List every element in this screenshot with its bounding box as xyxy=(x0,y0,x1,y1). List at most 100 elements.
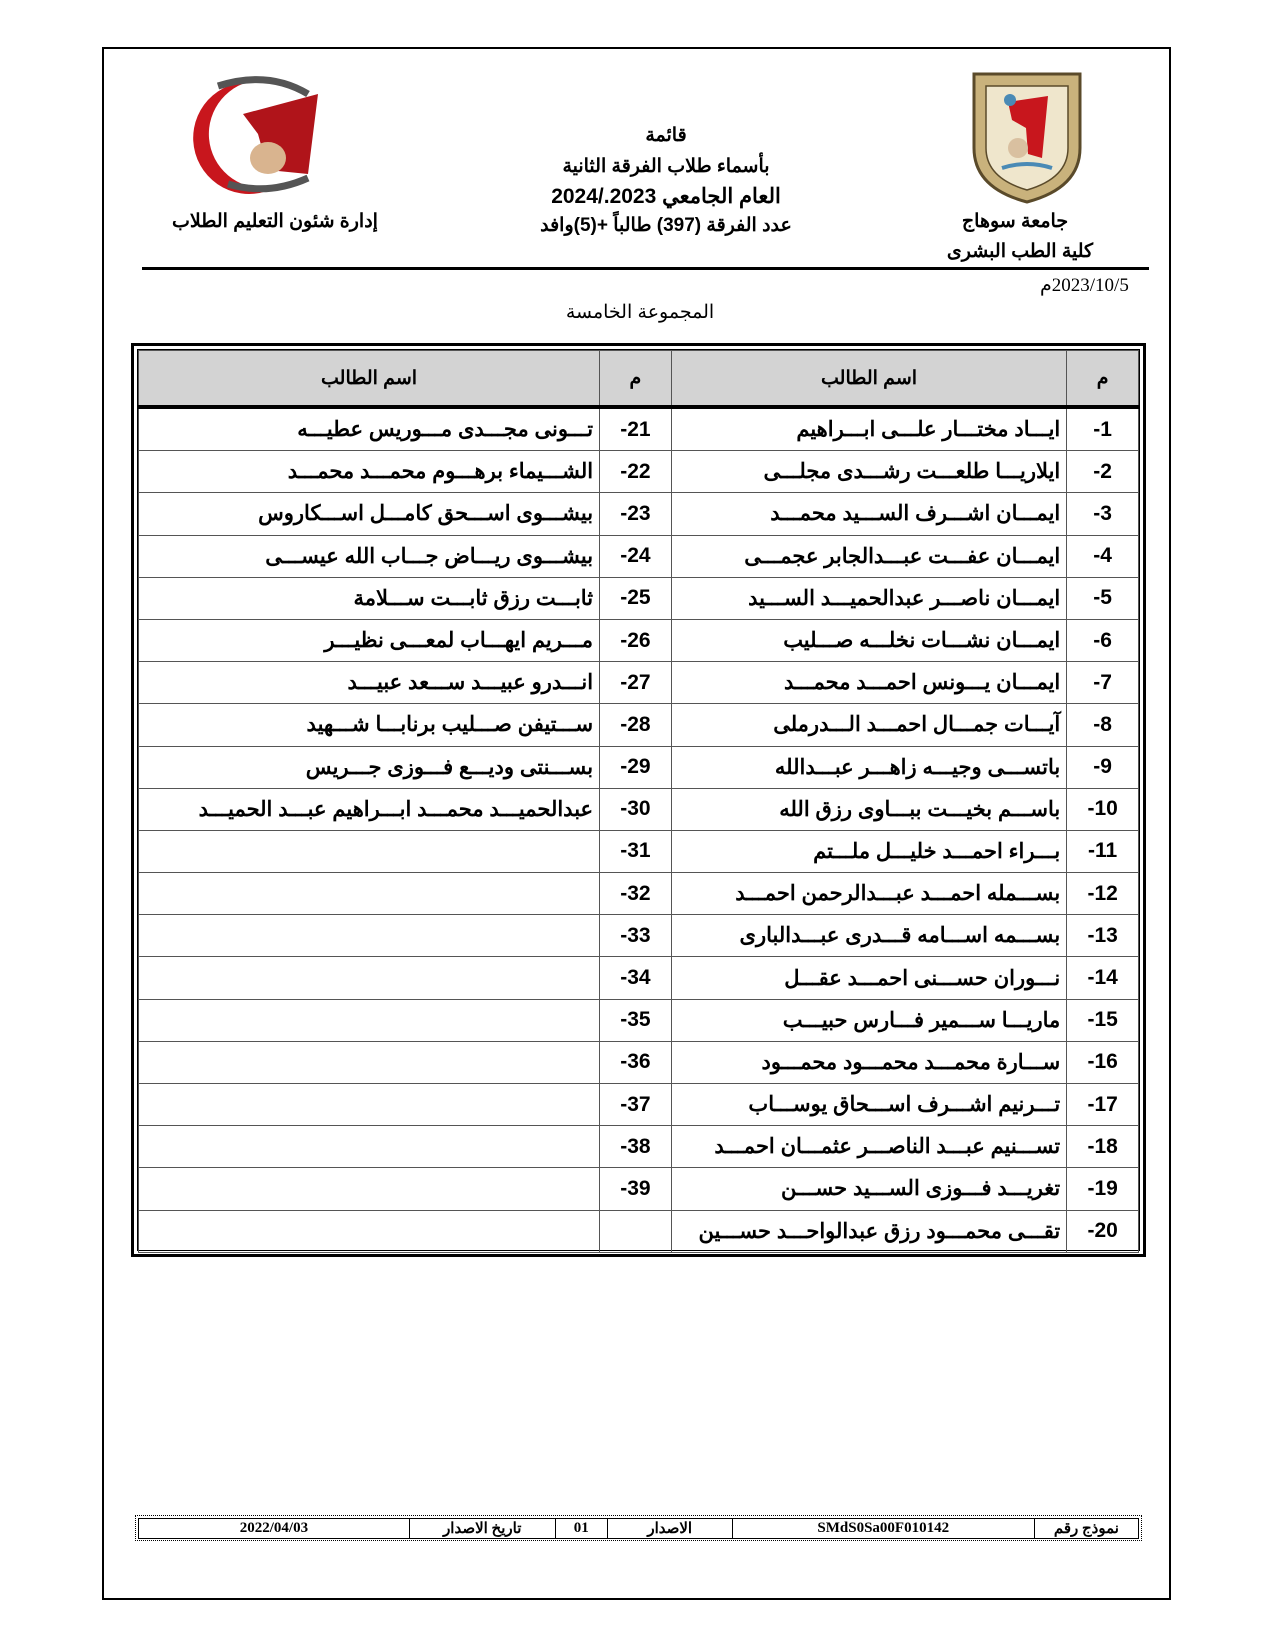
student-name xyxy=(137,998,601,1042)
student-name: مـــريم ايهـــاب لمعـــى نظيـــر xyxy=(137,618,601,663)
faculty-name: كلية الطب البشرى xyxy=(946,241,1094,262)
table-row: بيشـــوى ريـــاض جـــاب الله عيســـى -24 ا… xyxy=(137,534,1139,578)
table-row: -36 ســـارة محمـــد محمـــود محمـــود -16 xyxy=(137,1040,1139,1085)
row-number: -15 xyxy=(1066,998,1139,1042)
issue-date: 2022/04/03 xyxy=(138,1518,410,1539)
student-name: ايـــاد مختـــار علـــى ابـــراهيم xyxy=(670,406,1068,452)
row-number: -17 xyxy=(1066,1082,1139,1127)
student-name xyxy=(137,1209,601,1253)
row-number: -12 xyxy=(1066,872,1139,916)
student-name: آيـــات جمـــال احمـــد الـــدرملى xyxy=(670,703,1068,747)
students-table: اسم الطالب م اسم الطالب م تـــونى مجـــد… xyxy=(131,343,1146,1257)
student-name: بيشـــوى ريـــاض جـــاب الله عيســـى xyxy=(137,534,601,578)
form-code: SMdS0Sa00F010142 xyxy=(731,1518,1035,1539)
student-name: ايمـــان اشـــرف الســـيد محمـــد xyxy=(670,492,1068,536)
row-number: -9 xyxy=(1066,745,1139,789)
table-row: مـــريم ايهـــاب لمعـــى نظيـــر -26 ايمــ… xyxy=(137,618,1139,663)
table-row: -38 تســـنيم عبـــد الناصـــر عثمـــان اح… xyxy=(137,1125,1139,1169)
table-row: -39 تغريـــد فـــوزى الســـيد حســـن -19 xyxy=(137,1167,1139,1211)
row-number: -33 xyxy=(599,914,672,958)
row-number: -21 xyxy=(599,406,672,452)
table-row: تـــونى مجـــدى مـــوريس عطيـــه -21 ايـــ… xyxy=(137,406,1139,452)
row-number: -34 xyxy=(599,956,672,1000)
university-name: جامعة سوهاج xyxy=(961,211,1069,232)
table-row: بســـنتى وديـــع فـــوزى جـــريس -29 باتسـ… xyxy=(137,745,1139,789)
student-name: ايمـــان عفـــت عبـــدالجابر عجمـــى xyxy=(670,534,1068,578)
row-number: -7 xyxy=(1066,661,1139,705)
row-number: -26 xyxy=(599,618,672,663)
row-number: -22 xyxy=(599,450,672,494)
row-number: -14 xyxy=(1066,956,1139,1000)
student-name: باتســـى وجيـــه زاهـــر عبـــدالله xyxy=(670,745,1068,789)
table-row: عبدالحميـــد محمـــد ابـــراهيم عبـــد ا… xyxy=(137,787,1139,831)
student-name: ايلاريـــا طلعـــت رشـــدى مجلـــى xyxy=(670,450,1068,494)
column-header-name: اسم الطالب xyxy=(670,350,1068,409)
edition: 01 xyxy=(554,1518,608,1539)
table-row: ثابـــت رزق ثابـــت ســـلامة -25 ايمـــان … xyxy=(137,576,1139,620)
row-number: -5 xyxy=(1066,576,1139,620)
row-number: -6 xyxy=(1066,618,1139,663)
table-header-row: اسم الطالب م اسم الطالب م xyxy=(137,350,1139,409)
student-name: تســـنيم عبـــد الناصـــر عثمـــان احمــ… xyxy=(670,1125,1068,1169)
student-name xyxy=(137,1167,601,1211)
title-line-2: بأسماء طلاب الفرقة الثانية xyxy=(562,156,770,177)
issue-date-label: تاريخ الاصدار xyxy=(408,1518,556,1539)
table-row: تقـــى محمـــود رزق عبدالواحـــد حســـين… xyxy=(137,1209,1139,1253)
row-number: -10 xyxy=(1066,787,1139,831)
row-number: -35 xyxy=(599,998,672,1042)
faculty-logo xyxy=(193,76,318,194)
row-number: -25 xyxy=(599,576,672,620)
row-number: -39 xyxy=(599,1167,672,1211)
row-number: -8 xyxy=(1066,703,1139,747)
student-name xyxy=(137,956,601,1000)
student-name: بيشـــوى اســـحق كامـــل اســـكاروس xyxy=(137,492,601,536)
row-number: -13 xyxy=(1066,914,1139,958)
student-name: تقـــى محمـــود رزق عبدالواحـــد حســـين xyxy=(670,1209,1068,1253)
student-name: بســـمله احمـــد عبـــدالرحمن احمـــد xyxy=(670,872,1068,916)
row-number: -4 xyxy=(1066,534,1139,578)
row-number: -24 xyxy=(599,534,672,578)
student-name: ايمـــان يـــونس احمـــد محمـــد xyxy=(670,661,1068,705)
row-number: -3 xyxy=(1066,492,1139,536)
form-label: نموذج رقم xyxy=(1033,1518,1140,1539)
student-name: عبدالحميـــد محمـــد ابـــراهيم عبـــد ا… xyxy=(137,787,601,831)
student-name xyxy=(137,872,601,916)
row-number: -16 xyxy=(1066,1040,1139,1085)
student-name: تـــونى مجـــدى مـــوريس عطيـــه xyxy=(137,406,601,452)
student-name: انـــدرو عبيـــد ســـعد عبيـــد xyxy=(137,661,601,705)
title-line-4: عدد الفرقة (397) طالباً +(5)وافد xyxy=(540,215,792,236)
header-divider xyxy=(142,267,1149,270)
column-header-number: م xyxy=(1066,350,1139,409)
student-name: تغريـــد فـــوزى الســـيد حســـن xyxy=(670,1167,1068,1211)
university-seal-logo xyxy=(972,72,1082,204)
row-number: -38 xyxy=(599,1125,672,1169)
table-row: -32 بســـمله احمـــد عبـــدالرحمن احمـــد… xyxy=(137,872,1139,916)
student-name: ماريـــا ســـمير فـــارس حبيـــب xyxy=(670,998,1068,1042)
row-number: -1 xyxy=(1066,406,1139,452)
student-name: ايمـــان نشـــات نخلـــه صـــليب xyxy=(670,618,1068,663)
row-number: -27 xyxy=(599,661,672,705)
table-row: -35 ماريـــا ســـمير فـــارس حبيـــب -15 xyxy=(137,998,1139,1042)
department-name: إدارة شئون التعليم الطلاب xyxy=(172,211,378,232)
table-row: -31 بـــراء احمـــد خليـــل ملـــتم -11 xyxy=(137,829,1139,874)
column-header-number: م xyxy=(599,350,672,409)
table-row: -37 تـــرنيم اشـــرف اســـحاق يوســـاب -17 xyxy=(137,1082,1139,1127)
student-name xyxy=(137,829,601,874)
row-number xyxy=(599,1209,672,1253)
student-name: الشـــيماء برهـــوم محمـــد محمـــد xyxy=(137,450,601,494)
row-number: -20 xyxy=(1066,1209,1139,1253)
row-number: -29 xyxy=(599,745,672,789)
row-number: -23 xyxy=(599,492,672,536)
row-number: -36 xyxy=(599,1040,672,1085)
column-header-name: اسم الطالب xyxy=(137,350,601,409)
table-row: -34 نـــوران حســـنى احمـــد عقـــل -14 xyxy=(137,956,1139,1000)
student-name: بـــراء احمـــد خليـــل ملـــتم xyxy=(670,829,1068,874)
row-number: -11 xyxy=(1066,829,1139,874)
student-name: باســـم بخيـــت ببـــاوى رزق الله xyxy=(670,787,1068,831)
student-name: نـــوران حســـنى احمـــد عقـــل xyxy=(670,956,1068,1000)
row-number: -18 xyxy=(1066,1125,1139,1169)
table-row: انـــدرو عبيـــد ســـعد عبيـــد -27 ايمـــ… xyxy=(137,661,1139,705)
student-name xyxy=(137,1125,601,1169)
student-name xyxy=(137,1082,601,1127)
student-name xyxy=(137,1040,601,1085)
